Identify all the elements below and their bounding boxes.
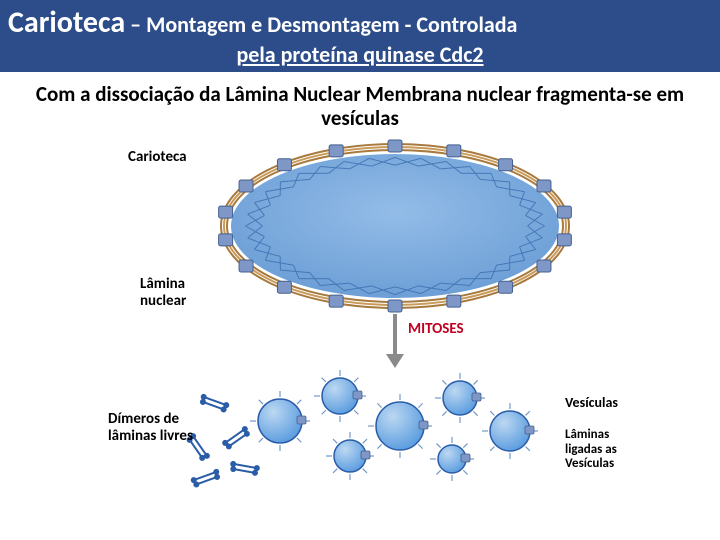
label-lamina-l2: nuclear [140, 292, 186, 310]
label-lamina-nuclear: Lâmina nuclear [140, 276, 186, 309]
subtitle: Com a dissociação da Lâmina Nuclear Memb… [0, 72, 720, 136]
label-mitoses: MITOSES [408, 320, 464, 338]
label-lamlig-l1: Lâminas [565, 427, 609, 442]
title-line1: Carioteca – Montagem e Desmontagem - Con… [8, 4, 712, 41]
title-sub: – Montagem e Desmontagem - Controlada [125, 11, 517, 38]
label-lamlig-l3: Vesículas [565, 456, 614, 471]
diagram-area: Carioteca Lâmina nuclear MITOSES Dímeros… [0, 136, 720, 516]
title-bar: Carioteca – Montagem e Desmontagem - Con… [0, 0, 720, 72]
label-dimeros: Dímeros de lâminas livres [108, 411, 193, 444]
title-line2: pela proteína quinase Cdc2 [8, 41, 712, 72]
label-vesiculas: Vesículas [565, 394, 618, 411]
label-lamina-l1: Lâmina [140, 275, 185, 293]
label-dimeros-l2: lâminas livres [108, 427, 193, 445]
label-carioteca: Carioteca [128, 148, 187, 166]
label-lamlig-l2: ligadas as [565, 442, 617, 457]
title-main: Carioteca [8, 4, 125, 41]
label-dimeros-l1: Dímeros de [108, 410, 179, 428]
label-laminas-ligadas: Lâminas ligadas as Vesículas [565, 428, 617, 471]
